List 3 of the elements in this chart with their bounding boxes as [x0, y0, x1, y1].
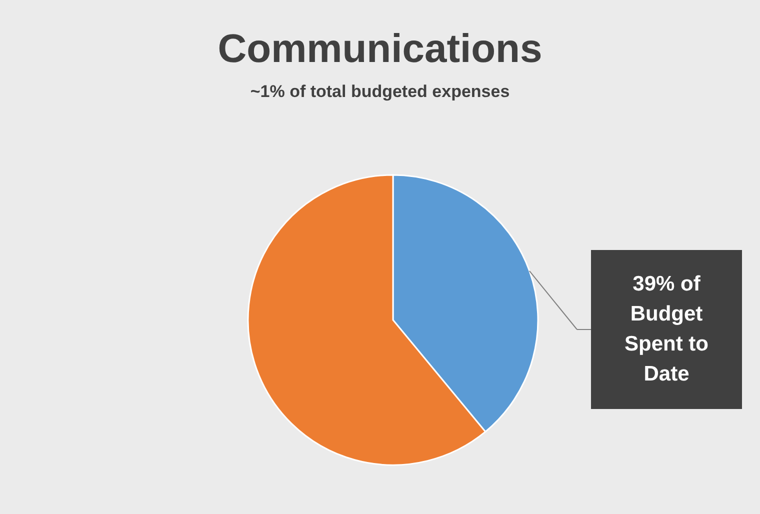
chart-subtitle: ~1% of total budgeted expenses [250, 82, 510, 101]
data-label: 39% of Budget Spent to Date [624, 272, 708, 386]
chart-title: Communications [218, 27, 542, 71]
